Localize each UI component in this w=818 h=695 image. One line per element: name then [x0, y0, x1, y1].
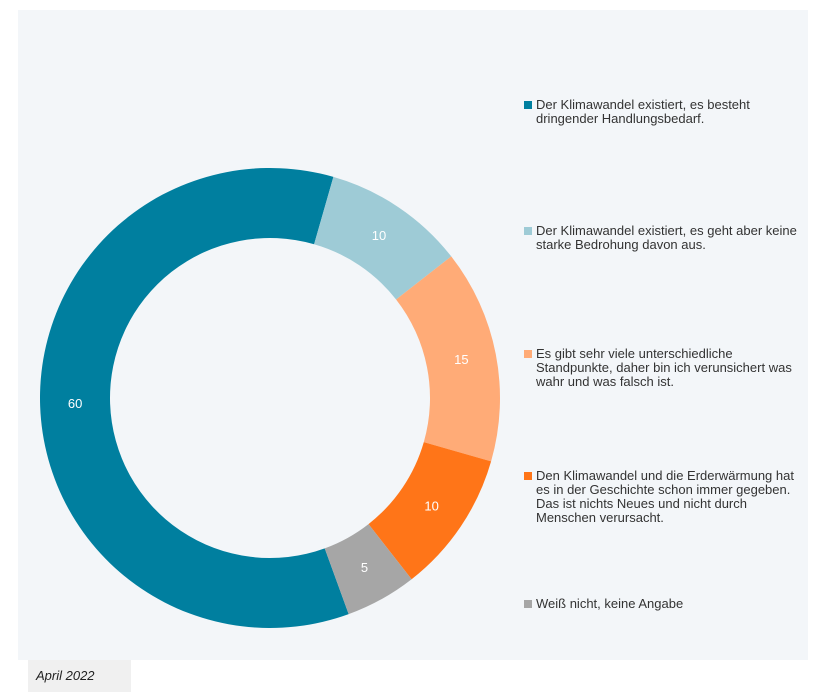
slice: [368, 442, 492, 580]
chart: 60 10 15 10 5: [39, 167, 500, 628]
slice-label: 10: [424, 498, 438, 513]
slice-label: 15: [454, 352, 468, 367]
legend-swatch: [524, 600, 532, 608]
legend-item: Es gibt sehr viele unterschiedliche Stan…: [524, 347, 804, 389]
legend-label: Es gibt sehr viele unterschiedliche Stan…: [536, 347, 792, 389]
slice-label: 5: [361, 560, 368, 575]
legend-swatch: [524, 350, 532, 358]
slice: [396, 256, 500, 462]
slice: [314, 176, 452, 300]
chart-panel: 60 10 15 10 5 Der Klimawandel existiert, es …: [18, 10, 808, 660]
legend-swatch: [524, 472, 532, 480]
legend-item: Den Klimawandel und die Erderwärmung hat…: [524, 469, 804, 525]
legend-label: Der Klimawandel existiert, es geht aber …: [536, 224, 797, 252]
legend-item: Der Klimawandel existiert, es geht aber …: [524, 224, 804, 252]
legend-label: Den Klimawandel und die Erderwärmung hat…: [536, 469, 794, 525]
legend-item: Der Klimawandel existiert, es besteht dr…: [524, 98, 804, 126]
slice-label: 60: [68, 396, 82, 411]
slice: [324, 524, 412, 615]
legend-swatch: [524, 101, 532, 109]
footnote: April 2022: [28, 660, 131, 692]
legend-swatch: [524, 227, 532, 235]
legend-item: Weiß nicht, keine Angabe: [524, 597, 804, 611]
slice-label: 10: [372, 228, 386, 243]
slice: [39, 167, 349, 628]
legend-label: Der Klimawandel existiert, es besteht dr…: [536, 98, 750, 126]
legend-label: Weiß nicht, keine Angabe: [536, 597, 684, 611]
